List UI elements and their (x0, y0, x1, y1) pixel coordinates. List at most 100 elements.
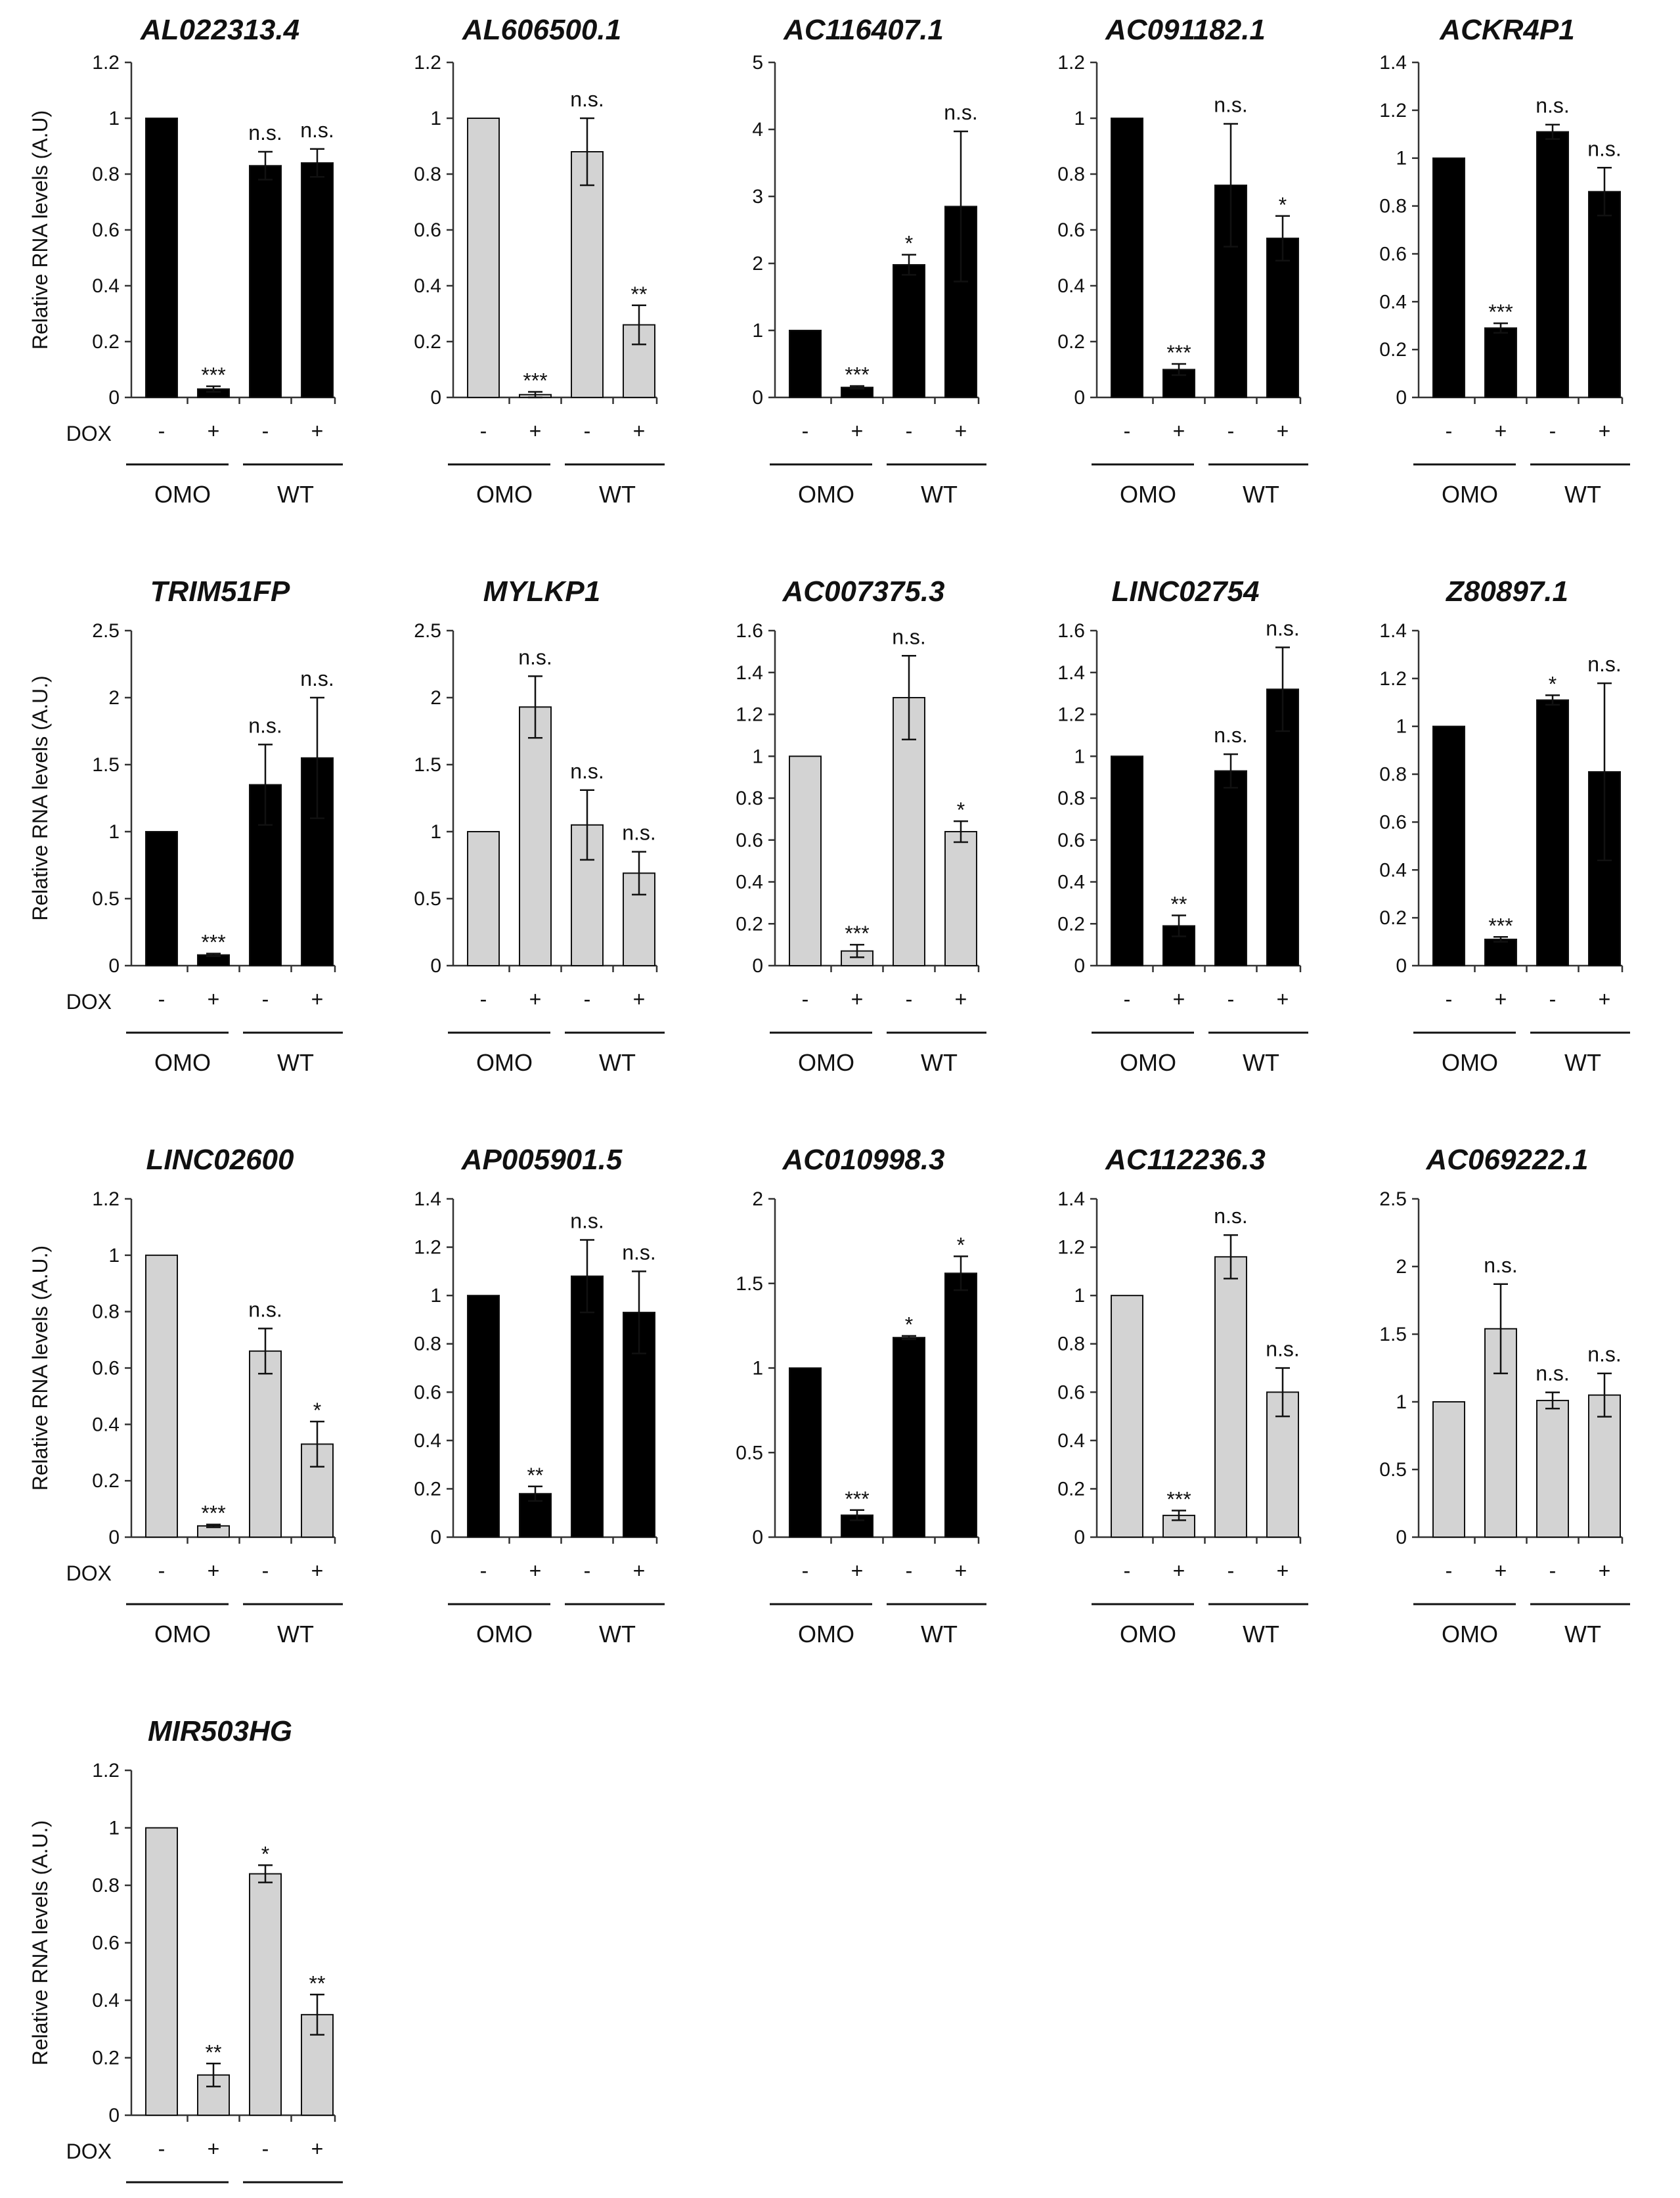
bar-omominus (789, 1367, 822, 1538)
y-tick-label: 1.4 (1379, 620, 1407, 642)
bar-wtminus (1536, 131, 1569, 398)
chart-title: AC091182.1 (1105, 14, 1266, 46)
chart-panel-15: MIR503HG Relative RNA levels (A.U.) 0 0.2 0.… (28, 1715, 343, 2184)
y-tick-label: 1.2 (92, 52, 120, 74)
dox-condition-label: - (802, 987, 809, 1011)
chart-panel-6: MYLKP1 0 0.5 1 1.5 2 2.5 n.s. n.s. n.s. - + - + OMO WT (414, 575, 665, 1076)
y-tick-label: 2 (430, 687, 441, 709)
significance-label: ** (631, 282, 648, 306)
group-label-wt: WT (599, 1049, 636, 1076)
dox-condition-label: - (262, 2137, 269, 2161)
group-label-omo: OMO (1120, 1049, 1176, 1076)
dox-condition-label: + (1495, 419, 1507, 443)
y-tick-label: 1.4 (1379, 52, 1407, 74)
chart-title: LINC02754 (1111, 575, 1259, 608)
y-tick-label: 0.8 (1057, 788, 1085, 809)
chart-title: AL022313.4 (140, 14, 299, 46)
bar-omominus (1432, 1401, 1465, 1538)
bar-wtminus (249, 165, 282, 398)
group-label-wt: WT (277, 1049, 314, 1076)
chart-title: MYLKP1 (483, 575, 600, 608)
significance-label: n.s. (1214, 93, 1248, 117)
dox-condition-label: - (480, 1559, 487, 1582)
y-tick-label: 0.8 (1379, 196, 1407, 217)
y-tick-label: 0 (1396, 955, 1407, 977)
y-axis-label: Relative RNA levels (A.U.) (28, 1820, 52, 2065)
chart-panel-12: AC010998.300.511.52*****- + - +OMO WT (736, 1144, 986, 1648)
significance-label: *** (1166, 341, 1191, 365)
dox-condition-label: + (311, 419, 324, 443)
bar-wtminus (1214, 770, 1247, 966)
y-tick-label: 0.4 (1379, 859, 1407, 881)
bar-wtminus (571, 1275, 604, 1538)
dox-condition-label: - (1124, 419, 1131, 443)
bar-omominus (145, 118, 178, 398)
dox-condition-label: + (851, 1559, 864, 1582)
significance-label: n.s. (518, 645, 552, 669)
y-tick-label: 0.6 (1057, 1381, 1085, 1403)
y-tick-label: 0 (430, 387, 441, 409)
dox-condition-label: - (1227, 1559, 1235, 1582)
y-tick-label: 0.4 (414, 1430, 441, 1452)
dox-condition-label: - (584, 419, 591, 443)
y-tick-label: 0 (108, 387, 120, 409)
y-tick-label: 1 (108, 821, 120, 843)
dox-condition-label: - (262, 419, 269, 443)
significance-label: n.s. (622, 821, 656, 845)
chart-title: AC116407.1 (783, 14, 944, 46)
y-tick-label: 0.4 (1057, 275, 1085, 297)
y-tick-label: 0.2 (92, 1470, 120, 1492)
y-tick-label: 0.4 (1057, 872, 1085, 893)
y-tick-label: 0.2 (1057, 1478, 1085, 1500)
dox-condition-label: + (1495, 987, 1507, 1011)
significance-label: *** (201, 363, 225, 387)
y-tick-label: 0.2 (414, 1478, 441, 1500)
dox-condition-label: - (1446, 419, 1453, 443)
y-tick-label: 1.6 (736, 620, 763, 642)
group-label-omo: OMO (154, 1049, 211, 1076)
significance-label: n.s. (1214, 1204, 1248, 1228)
chart-title: Z80897.1 (1445, 575, 1568, 608)
dox-condition-label: + (1599, 1559, 1611, 1582)
y-tick-label: 0.8 (1057, 1334, 1085, 1355)
chart-panel-13: AC112236.3 0 0.2 0.4 0.6 0.8 1 1.2 1.4 *** n.s. n.s… (1057, 1144, 1308, 1648)
y-tick-label: 1.4 (1057, 662, 1085, 684)
dox-condition-label: - (906, 1559, 913, 1582)
dox-condition-label: + (1599, 987, 1611, 1011)
dox-condition-label: + (208, 419, 220, 443)
y-tick-label: 0.6 (414, 219, 441, 241)
y-tick-label: 1.5 (736, 1273, 763, 1295)
chart-panel-11: AP005901.5 0 0.2 0.4 0.6 0.8 1 1.2 1.4 ** n.s. n.s.… (414, 1144, 665, 1648)
y-tick-label: 1.2 (92, 1188, 120, 1210)
significance-label: n.s. (1587, 1343, 1622, 1366)
significance-label: n.s. (944, 101, 978, 124)
significance-label: n.s. (1266, 617, 1300, 640)
y-tick-label: 0.6 (414, 1381, 441, 1403)
y-tick-label: 0.8 (414, 164, 441, 185)
y-tick-label: 0 (1074, 1527, 1085, 1548)
bar-wtminus (249, 1873, 282, 2116)
dox-label: DOX (66, 1561, 112, 1585)
y-axis-label: Relative RNA levels (A.U) (28, 110, 52, 350)
y-tick-label: 0.6 (92, 1358, 120, 1379)
y-tick-label: 1.2 (1057, 704, 1085, 726)
chart-title: MIR503HG (148, 1715, 292, 1747)
significance-label: n.s. (248, 1297, 282, 1321)
y-tick-label: 0 (108, 955, 120, 977)
dox-condition-label: + (955, 987, 967, 1011)
y-tick-label: 1.2 (1379, 100, 1407, 122)
y-tick-label: 0 (752, 387, 763, 409)
dox-condition-label: + (311, 2137, 324, 2161)
y-tick-label: 0 (752, 955, 763, 977)
y-tick-label: 1.5 (92, 754, 120, 776)
group-label-wt: WT (277, 1621, 314, 1648)
group-label-omo: OMO (1442, 1621, 1498, 1648)
bar-wtminus (893, 1337, 925, 1538)
y-tick-label: 0.2 (1057, 331, 1085, 353)
bar-omoplus (1484, 327, 1517, 399)
dox-condition-label: - (584, 1559, 591, 1582)
chart-title: AC112236.3 (1105, 1144, 1266, 1176)
chart-panel-8: LINC02754 0 0.2 0.4 0.6 0.8 1 1.2 1.4 1.6 ** n.s. n.… (1057, 575, 1308, 1076)
y-tick-label: 1 (752, 746, 763, 767)
